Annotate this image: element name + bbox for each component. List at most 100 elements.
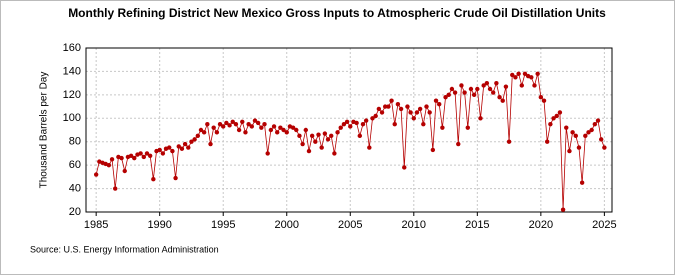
data-point [290, 125, 296, 130]
data-point [119, 155, 124, 161]
data-point [132, 155, 137, 161]
data-point [560, 207, 566, 212]
data-point [389, 98, 394, 103]
data-point [554, 113, 559, 119]
data-point [398, 106, 404, 112]
x-tick-label: 2010 [402, 219, 426, 231]
data-point [344, 119, 350, 125]
data-point [338, 125, 343, 130]
data-point [522, 71, 528, 76]
x-tick-label: 2025 [592, 219, 616, 231]
data-point [316, 132, 321, 137]
data-point [557, 110, 563, 115]
data-point [122, 168, 127, 174]
data-point [506, 139, 512, 144]
data-point [427, 110, 432, 115]
data-point [360, 121, 366, 127]
y-tick-label: 40 [69, 182, 81, 194]
data-point [252, 118, 258, 123]
data-point [173, 175, 178, 181]
data-point [465, 125, 470, 130]
data-point [430, 147, 436, 153]
data-point [500, 98, 505, 103]
chart-title: Monthly Refining District New Mexico Gro… [68, 6, 606, 20]
data-point [583, 133, 588, 139]
data-point [189, 139, 194, 144]
data-point [303, 127, 309, 133]
data-point [357, 133, 362, 139]
data-point [217, 121, 223, 127]
data-point [462, 90, 467, 95]
data-point [402, 165, 407, 170]
data-point [484, 80, 490, 86]
data-point [576, 145, 582, 150]
data-point [297, 133, 302, 139]
data-point [551, 116, 556, 121]
data-point [437, 102, 442, 107]
data-point [567, 148, 572, 154]
data-point [221, 124, 226, 129]
data-point [329, 133, 334, 139]
data-point [586, 130, 591, 135]
x-tick-label: 2005 [338, 219, 362, 231]
data-point [294, 127, 299, 133]
data-point [192, 137, 197, 142]
data-point [144, 151, 150, 156]
x-tick-label: 1995 [211, 219, 235, 231]
data-point [170, 148, 175, 154]
data-point [243, 130, 248, 135]
data-point [570, 130, 575, 135]
data-point [573, 133, 578, 139]
data-point [309, 133, 315, 139]
data-point [246, 121, 251, 127]
data-point [313, 139, 318, 144]
data-point [332, 151, 337, 156]
data-point [306, 148, 312, 154]
y-tick-label: 80 [69, 136, 81, 148]
data-point [440, 125, 445, 130]
data-point [443, 95, 448, 100]
data-point [281, 127, 286, 133]
data-point [414, 110, 420, 115]
data-point [379, 110, 385, 115]
data-point [208, 141, 213, 147]
data-point [151, 177, 156, 182]
data-point [186, 145, 191, 150]
data-point [456, 141, 461, 147]
data-point [395, 102, 401, 107]
data-point [205, 121, 210, 127]
data-point [157, 147, 162, 153]
data-point [363, 118, 369, 123]
data-point [532, 83, 537, 88]
data-point [195, 133, 201, 139]
x-tick-label: 2020 [529, 219, 553, 231]
data-point [592, 121, 598, 127]
data-point [354, 120, 359, 126]
data-point [240, 119, 245, 125]
data-point [319, 145, 324, 150]
data-point [278, 125, 283, 130]
data-point [487, 86, 493, 92]
data-point [128, 153, 134, 158]
data-point [109, 157, 115, 162]
data-point [449, 86, 455, 92]
x-tick-label: 1990 [147, 219, 171, 231]
data-point [211, 125, 216, 130]
data-point [224, 120, 229, 126]
data-point [548, 121, 553, 127]
data-point [535, 71, 540, 76]
x-tick-label: 2015 [465, 219, 489, 231]
data-point [249, 124, 255, 129]
data-point [433, 98, 439, 103]
data-point [201, 130, 207, 135]
source: Source: U.S. Energy Information Administ… [30, 244, 219, 254]
data-point [284, 130, 289, 135]
data-point [300, 141, 305, 147]
data-point [599, 137, 604, 142]
data-point [373, 113, 378, 119]
data-point [497, 95, 502, 100]
data-point [230, 119, 235, 125]
y-tick-label: 20 [69, 206, 81, 218]
data-point [541, 98, 547, 103]
